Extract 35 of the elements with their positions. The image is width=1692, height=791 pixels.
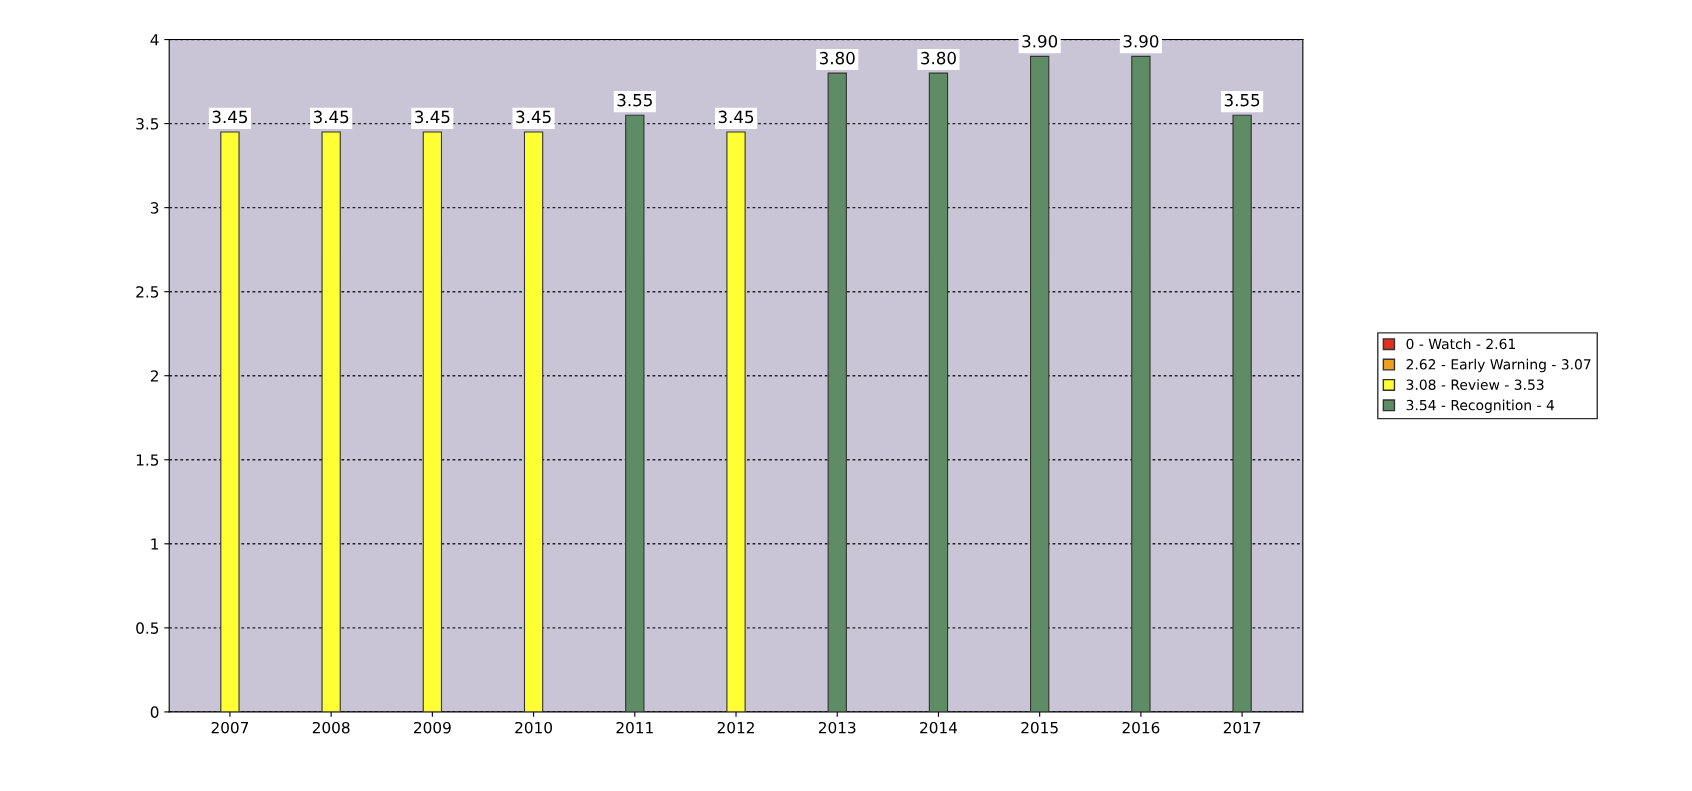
data-label: 3.45 (313, 110, 349, 124)
y-tick-label: 0.5 (136, 622, 159, 634)
y-tick-label: 2.5 (136, 286, 159, 298)
y-tick-label: 3 (150, 202, 159, 214)
data-label: 3.55 (1224, 93, 1260, 107)
data-label: 3.90 (1123, 34, 1159, 48)
data-label: 3.45 (212, 110, 248, 124)
data-label: 3.45 (516, 110, 551, 124)
legend-label: 3.08 - Review - 3.53 (1406, 379, 1544, 390)
legend-label: 0 - Watch - 2.61 (1406, 338, 1515, 350)
y-tick-label: 2 (150, 370, 158, 382)
x-tick-label: 2016 (1122, 721, 1160, 734)
x-tick-label: 2013 (818, 721, 856, 734)
x-tick-label: 2012 (717, 721, 754, 734)
y-tick-label: 1 (151, 538, 159, 550)
legend-label: 3.54 - Recognition - 4 (1406, 399, 1555, 414)
data-label: 3.80 (819, 51, 855, 65)
x-tick-label: 2011 (616, 721, 653, 734)
x-tick-label: 2015 (1021, 721, 1058, 734)
x-tick-label: 2009 (414, 721, 451, 734)
x-tick-label: 2017 (1223, 721, 1261, 734)
x-tick-label: 2008 (312, 721, 350, 734)
data-label: 3.90 (1022, 34, 1058, 48)
y-tick-label: 0 (150, 706, 159, 718)
data-label: 3.80 (921, 51, 956, 65)
x-tick-label: 2014 (920, 721, 958, 734)
legend-label: 2.62 - Early Warning - 3.07 (1406, 358, 1591, 373)
data-label: 3.55 (617, 93, 652, 107)
y-tick-label: 4 (150, 34, 159, 46)
y-tick-label: 1.5 (136, 454, 159, 466)
data-label: 3.45 (415, 110, 450, 124)
data-label: 3.45 (718, 110, 754, 124)
x-tick-label: 2007 (211, 721, 249, 734)
x-tick-label: 2010 (515, 721, 553, 734)
y-tick-label: 3.5 (136, 118, 159, 130)
